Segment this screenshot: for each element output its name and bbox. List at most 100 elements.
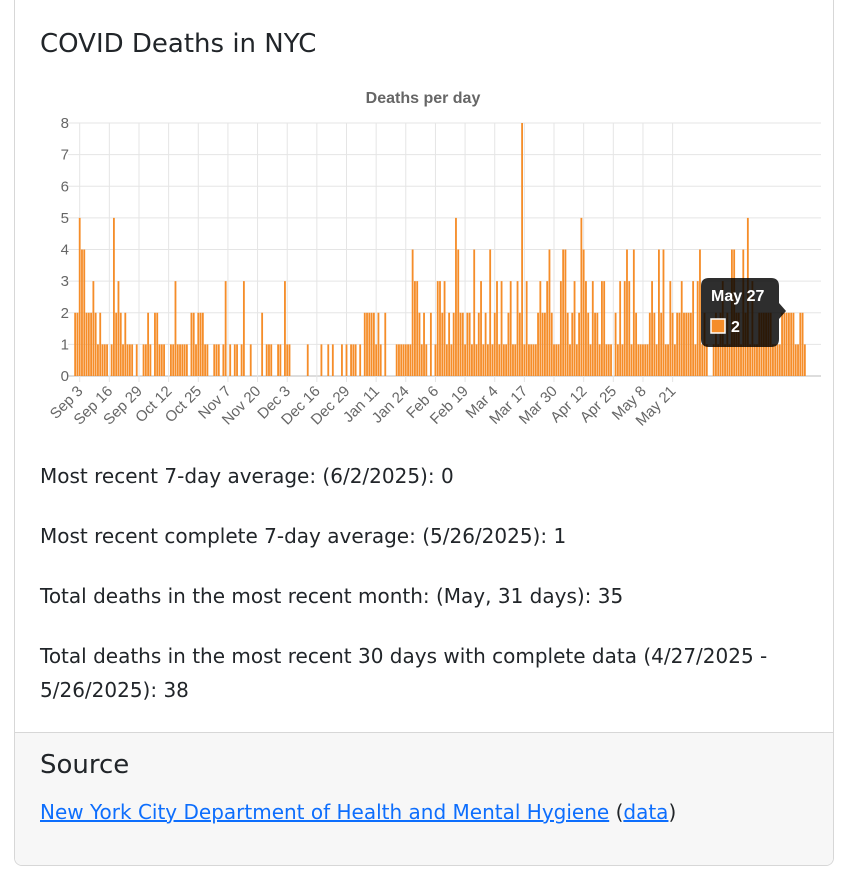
bar[interactable] bbox=[712, 344, 715, 376]
bar[interactable] bbox=[147, 312, 150, 376]
bar[interactable] bbox=[480, 281, 482, 376]
bar[interactable] bbox=[475, 344, 478, 376]
bar[interactable] bbox=[464, 344, 466, 376]
bar[interactable] bbox=[580, 217, 583, 376]
bar[interactable] bbox=[402, 344, 405, 376]
bar[interactable] bbox=[692, 281, 695, 376]
bar[interactable] bbox=[596, 312, 599, 376]
bar[interactable] bbox=[701, 344, 704, 376]
bar[interactable] bbox=[306, 344, 309, 376]
bar[interactable] bbox=[350, 344, 352, 376]
bar[interactable] bbox=[345, 344, 348, 376]
bar[interactable] bbox=[728, 344, 731, 376]
bar[interactable] bbox=[548, 249, 551, 377]
bar[interactable] bbox=[621, 344, 624, 376]
bar[interactable] bbox=[493, 312, 496, 376]
bar[interactable] bbox=[521, 123, 524, 376]
bar[interactable] bbox=[201, 312, 204, 376]
bar[interactable] bbox=[286, 344, 289, 376]
bar[interactable] bbox=[571, 312, 574, 376]
bar[interactable] bbox=[774, 344, 777, 376]
bar[interactable] bbox=[242, 281, 245, 376]
bar[interactable] bbox=[525, 281, 528, 376]
bar[interactable] bbox=[122, 344, 124, 376]
bar[interactable] bbox=[400, 344, 403, 376]
bar[interactable] bbox=[591, 281, 594, 376]
bar[interactable] bbox=[651, 281, 653, 376]
bar[interactable] bbox=[792, 312, 795, 376]
bar[interactable] bbox=[368, 312, 371, 376]
bar[interactable] bbox=[117, 281, 120, 376]
bar[interactable] bbox=[550, 312, 553, 376]
bar[interactable] bbox=[500, 281, 503, 376]
bar[interactable] bbox=[418, 312, 421, 376]
bar[interactable] bbox=[705, 344, 708, 376]
bar[interactable] bbox=[229, 344, 232, 376]
bar[interactable] bbox=[610, 344, 612, 376]
bar[interactable] bbox=[359, 344, 362, 376]
bar[interactable] bbox=[217, 344, 220, 376]
bar[interactable] bbox=[404, 344, 407, 376]
bar[interactable] bbox=[183, 344, 186, 376]
bar[interactable] bbox=[461, 312, 464, 376]
bar[interactable] bbox=[603, 281, 606, 376]
bar[interactable] bbox=[450, 344, 453, 376]
bar[interactable] bbox=[687, 312, 690, 376]
bar[interactable] bbox=[543, 312, 546, 376]
bar[interactable] bbox=[190, 312, 193, 376]
bar[interactable] bbox=[284, 281, 286, 376]
bar[interactable] bbox=[83, 249, 86, 377]
bar[interactable] bbox=[112, 217, 115, 376]
bar[interactable] bbox=[414, 281, 416, 376]
bar[interactable] bbox=[671, 312, 674, 376]
bar[interactable] bbox=[331, 344, 334, 376]
bar[interactable] bbox=[215, 344, 218, 376]
bar[interactable] bbox=[429, 312, 432, 376]
bar[interactable] bbox=[119, 312, 122, 376]
bar[interactable] bbox=[582, 249, 585, 377]
bar[interactable] bbox=[803, 344, 806, 376]
bar[interactable] bbox=[176, 344, 179, 376]
bar[interactable] bbox=[466, 312, 469, 376]
bar[interactable] bbox=[448, 312, 451, 376]
bar[interactable] bbox=[222, 344, 225, 376]
bar[interactable] bbox=[92, 281, 95, 376]
bar[interactable] bbox=[423, 312, 425, 376]
bar[interactable] bbox=[673, 344, 676, 376]
bar[interactable] bbox=[268, 344, 270, 376]
bar[interactable] bbox=[676, 312, 679, 376]
bar[interactable] bbox=[594, 312, 596, 376]
bar[interactable] bbox=[78, 217, 81, 376]
bar[interactable] bbox=[213, 344, 216, 376]
bar[interactable] bbox=[486, 344, 489, 376]
bar[interactable] bbox=[185, 344, 188, 376]
bar[interactable] bbox=[163, 344, 165, 376]
bar[interactable] bbox=[632, 249, 635, 377]
bar[interactable] bbox=[498, 344, 501, 376]
bar[interactable] bbox=[366, 312, 368, 376]
bar[interactable] bbox=[439, 281, 441, 376]
bar[interactable] bbox=[124, 312, 127, 376]
bar[interactable] bbox=[320, 344, 323, 376]
bar[interactable] bbox=[516, 281, 519, 376]
bar[interactable] bbox=[772, 344, 774, 376]
bar[interactable] bbox=[778, 344, 781, 376]
bar[interactable] bbox=[240, 344, 243, 376]
bar[interactable] bbox=[532, 344, 535, 376]
bar[interactable] bbox=[379, 344, 382, 376]
bar[interactable] bbox=[635, 312, 638, 376]
bar[interactable] bbox=[523, 344, 526, 376]
bar[interactable] bbox=[600, 281, 603, 376]
bar[interactable] bbox=[179, 344, 181, 376]
bar[interactable] bbox=[699, 249, 701, 377]
bar[interactable] bbox=[566, 312, 569, 376]
bar[interactable] bbox=[559, 281, 562, 376]
bar[interactable] bbox=[384, 312, 387, 376]
bar[interactable] bbox=[637, 344, 640, 376]
bar[interactable] bbox=[409, 344, 412, 376]
bar[interactable] bbox=[477, 312, 480, 376]
bar[interactable] bbox=[407, 344, 409, 376]
bar[interactable] bbox=[74, 312, 77, 376]
bar[interactable] bbox=[445, 344, 448, 376]
bar[interactable] bbox=[528, 344, 530, 376]
